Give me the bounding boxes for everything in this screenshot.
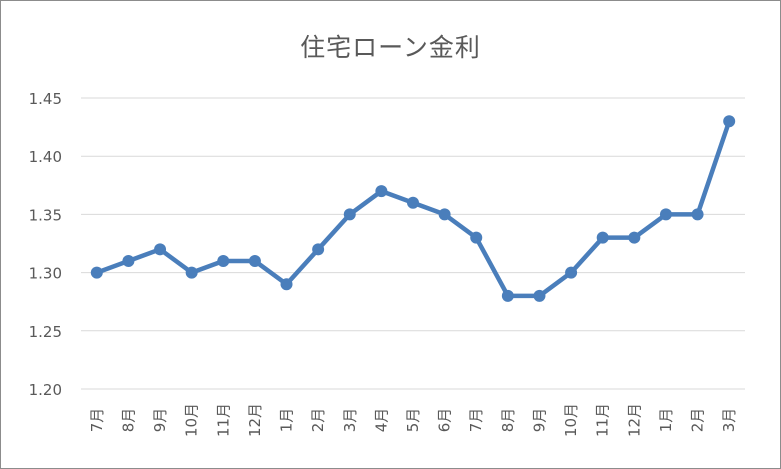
y-tick-label: 1.45 — [29, 90, 62, 108]
data-point — [659, 208, 672, 221]
x-tick-label: 12月 — [246, 403, 264, 437]
x-axis-ticks: 7月 8月 9月 10月 11月 12月 1月 2月 3月 4月 5月 6月 7月 8月 9月 10月 11月 1… — [88, 403, 738, 437]
chart-title: 住宅ローン金利 — [300, 33, 481, 62]
data-point — [565, 266, 578, 279]
x-tick-label: 10月 — [183, 403, 201, 437]
x-tick-label: 6月 — [436, 408, 454, 433]
data-point — [470, 231, 483, 244]
series-layer — [90, 115, 736, 302]
data-point — [248, 254, 261, 267]
x-tick-label: 10月 — [562, 403, 580, 437]
data-point — [185, 266, 198, 279]
x-tick-label: 5月 — [404, 408, 422, 433]
y-tick-label: 1.20 — [29, 381, 62, 399]
data-point — [407, 196, 419, 209]
x-tick-label: 9月 — [530, 408, 548, 433]
x-tick-label: 2月 — [309, 408, 327, 433]
data-point — [723, 115, 736, 128]
x-tick-label: 7月 — [88, 408, 106, 433]
y-tick-label: 1.35 — [29, 206, 62, 224]
y-tick-label: 1.30 — [29, 265, 62, 283]
data-point — [217, 254, 230, 267]
x-tick-label: 3月 — [341, 408, 359, 433]
data-point — [628, 231, 641, 244]
data-point — [691, 208, 704, 221]
data-point — [438, 208, 451, 221]
x-tick-label: 9月 — [151, 408, 169, 433]
grid-lines — [81, 97, 745, 390]
data-point — [596, 231, 609, 244]
x-tick-label: 1月 — [278, 408, 296, 433]
data-point — [122, 254, 135, 267]
y-tick-label: 1.25 — [29, 323, 62, 341]
y-tick-label: 1.40 — [29, 148, 62, 166]
x-tick-label: 12月 — [625, 403, 643, 437]
data-point — [280, 278, 293, 291]
data-point — [312, 243, 325, 256]
x-tick-label: 11月 — [594, 403, 612, 437]
data-point — [154, 243, 167, 256]
data-point — [375, 185, 388, 198]
data-point — [533, 289, 546, 302]
x-tick-label: 4月 — [372, 408, 390, 433]
x-tick-label: 2月 — [689, 408, 707, 433]
data-point — [90, 266, 103, 279]
x-tick-label: 1月 — [657, 408, 675, 433]
y-axis-ticks: 1.20 1.25 1.30 1.35 1.40 1.45 — [29, 90, 62, 399]
x-tick-label: 11月 — [214, 403, 232, 437]
x-tick-label: 8月 — [499, 408, 517, 433]
x-tick-label: 3月 — [720, 408, 738, 433]
data-point — [501, 289, 514, 302]
data-point — [343, 208, 356, 221]
x-tick-label: 7月 — [467, 408, 485, 433]
x-tick-label: 8月 — [119, 408, 137, 433]
